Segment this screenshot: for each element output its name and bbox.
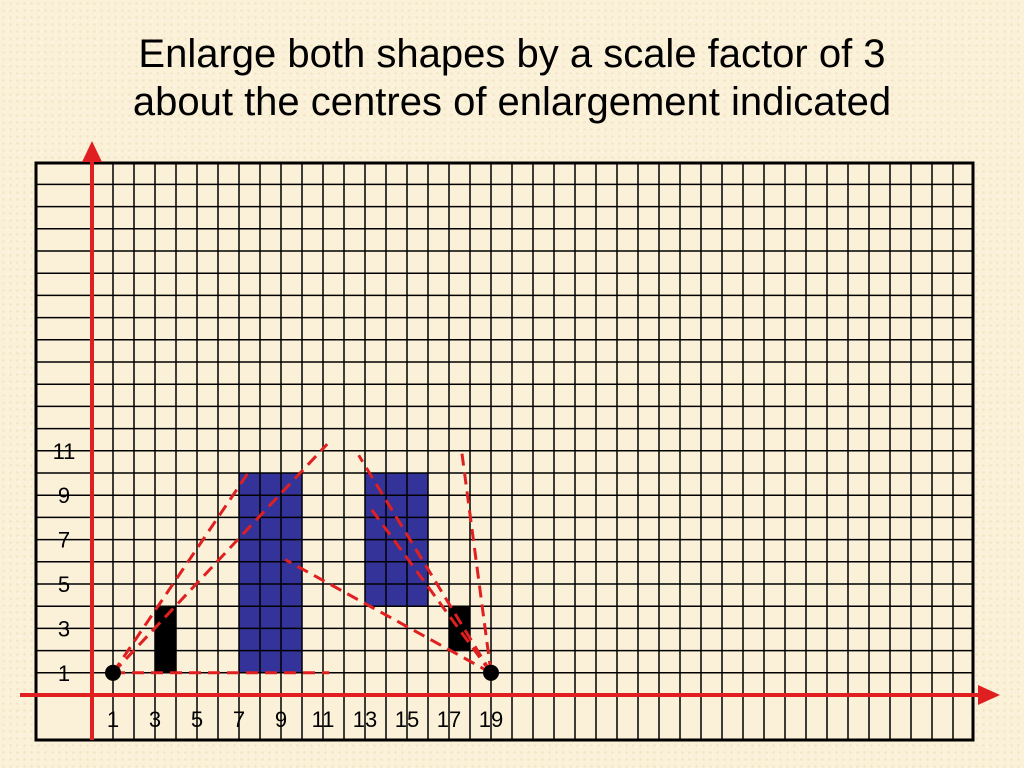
title-line-1: Enlarge both shapes by a scale factor of…: [138, 32, 886, 76]
y-tick-label: 11: [53, 439, 76, 464]
construction-line: [111, 443, 329, 674]
x-tick-label: 11: [312, 707, 335, 732]
construction-lines: [111, 443, 493, 675]
grid-lines: [34, 161, 975, 742]
y-tick-label: 7: [58, 528, 70, 553]
title-line-2: about the centres of enlargement indicat…: [132, 80, 892, 124]
construction-line: [367, 505, 493, 674]
construction-line: [111, 469, 251, 674]
centre-point-left: [105, 664, 121, 681]
grid-border: [34, 161, 975, 742]
construction-line: [284, 558, 492, 675]
page-title: Enlarge both shapes by a scale factor of…: [0, 30, 1024, 126]
y-tick-label: 9: [58, 483, 70, 508]
x-tick-label: 3: [149, 707, 161, 732]
construction-line: [357, 454, 493, 674]
x-axis-arrow-icon: [978, 685, 1000, 705]
x-tick-label: 15: [395, 707, 419, 732]
x-tick-label: 5: [191, 707, 203, 732]
x-tick-label: 19: [479, 707, 503, 732]
centre-points: [105, 664, 499, 681]
x-tick-label: 13: [353, 707, 377, 732]
y-axis-arrow-icon: [82, 141, 102, 162]
x-tick-label: 1: [107, 707, 119, 732]
x-tick-label: 9: [275, 707, 287, 732]
axes: [20, 141, 1000, 740]
y-tick-label: 3: [58, 616, 70, 641]
centre-point-right: [483, 664, 499, 681]
x-tick-label: 17: [437, 707, 461, 732]
x-tick-label: 7: [233, 707, 245, 732]
y-tick-label: 1: [58, 661, 70, 686]
y-tick-label: 5: [58, 572, 70, 597]
